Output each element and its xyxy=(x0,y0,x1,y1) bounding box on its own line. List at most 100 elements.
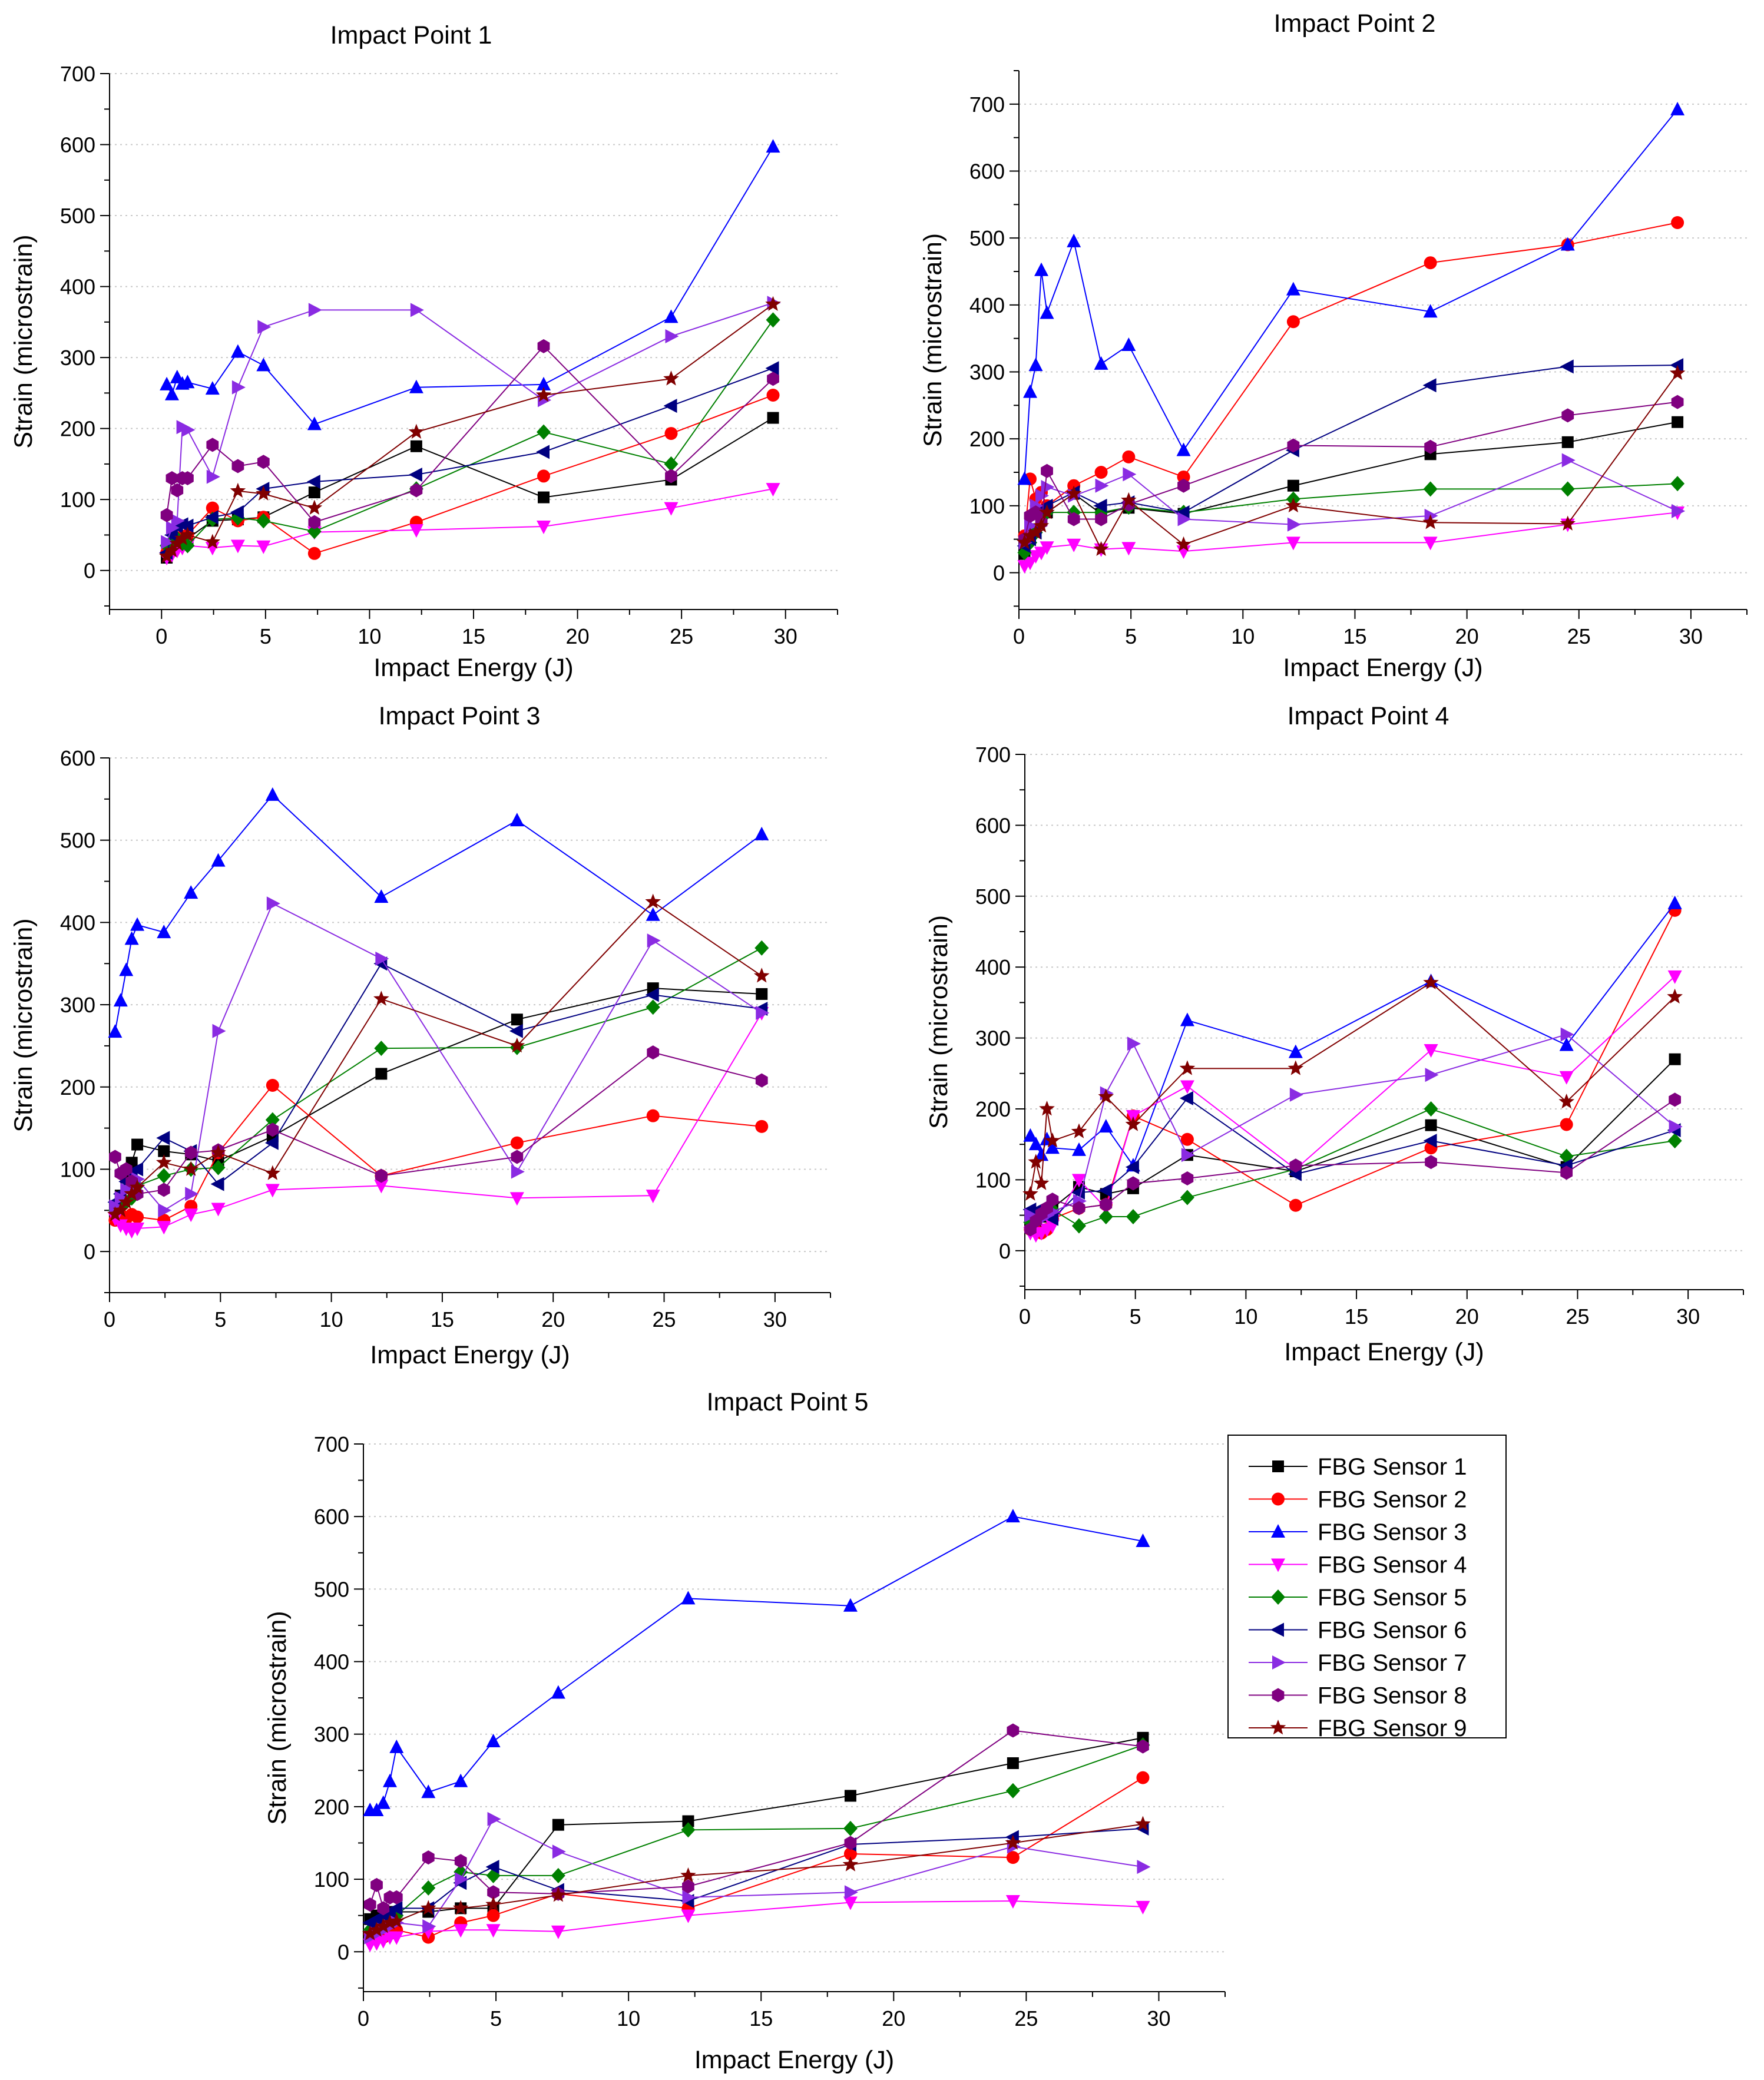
data-point xyxy=(1179,1060,1196,1075)
data-point xyxy=(1094,465,1108,479)
series-sensor-3 xyxy=(160,139,780,430)
data-point xyxy=(1024,518,1038,533)
y-tick-label: 0 xyxy=(84,559,95,583)
data-point xyxy=(389,1739,404,1753)
data-point xyxy=(1672,416,1684,428)
data-point xyxy=(1028,524,1044,539)
data-point xyxy=(1667,970,1682,984)
data-point xyxy=(375,951,389,966)
data-point xyxy=(422,1850,435,1865)
y-tick-label: 700 xyxy=(314,1432,349,1456)
data-point xyxy=(264,1165,281,1180)
x-tick-label: 0 xyxy=(104,1307,115,1332)
data-point xyxy=(1423,974,1439,990)
x-tick-label: 0 xyxy=(1013,624,1025,648)
data-point xyxy=(158,548,175,563)
data-point xyxy=(682,1879,694,1894)
data-point xyxy=(166,471,178,486)
data-point xyxy=(230,505,244,519)
data-point xyxy=(264,1135,279,1150)
legend-entry: FBG Sensor 9 xyxy=(1249,1715,1467,1741)
data-point xyxy=(1561,453,1576,468)
data-point xyxy=(1122,450,1136,463)
data-point xyxy=(1040,305,1054,319)
legend-label: FBG Sensor 6 xyxy=(1318,1618,1467,1644)
data-point xyxy=(1422,514,1438,529)
data-point xyxy=(1095,512,1107,526)
y-tick-label: 100 xyxy=(60,1157,95,1181)
x-tick-label: 25 xyxy=(1014,2006,1038,2031)
x-axis-title: Impact Energy (J) xyxy=(694,2046,894,2074)
data-point xyxy=(844,1790,856,1802)
data-point xyxy=(1559,1071,1574,1085)
data-point xyxy=(1095,478,1109,493)
data-point xyxy=(1287,438,1300,453)
x-axis-title: Impact Energy (J) xyxy=(373,654,573,682)
data-point xyxy=(206,438,219,452)
data-point xyxy=(1285,497,1302,513)
data-point xyxy=(1669,1092,1682,1107)
data-point xyxy=(1180,1080,1194,1094)
y-tick-label: 0 xyxy=(999,1239,1011,1263)
y-tick-label: 300 xyxy=(975,1026,1011,1051)
data-point xyxy=(265,1184,280,1198)
legend-entry: FBG Sensor 2 xyxy=(1249,1487,1467,1513)
data-point xyxy=(681,1909,696,1923)
legend-marker xyxy=(1272,1688,1285,1703)
data-point xyxy=(1423,1134,1437,1148)
data-point xyxy=(1065,485,1082,501)
data-point xyxy=(454,1924,468,1938)
data-point xyxy=(538,491,550,504)
data-point xyxy=(1022,527,1038,543)
data-point xyxy=(160,508,173,522)
data-point xyxy=(1176,505,1190,520)
series-sensor-4 xyxy=(363,1895,1150,1952)
x-tick-label: 5 xyxy=(1125,624,1137,648)
data-point xyxy=(130,1162,144,1177)
data-point xyxy=(164,386,179,400)
data-point xyxy=(1127,1176,1140,1191)
y-axis-title: Strain (microstrain) xyxy=(9,234,38,448)
data-point xyxy=(1071,1174,1086,1188)
y-tick-label: 600 xyxy=(975,813,1011,837)
data-point xyxy=(843,1598,858,1612)
data-point xyxy=(765,361,779,376)
x-tick-label: 20 xyxy=(566,624,590,648)
data-point xyxy=(765,296,781,312)
y-tick-label: 400 xyxy=(60,275,95,299)
data-point xyxy=(1176,536,1192,552)
data-point xyxy=(180,526,196,542)
data-point xyxy=(171,514,185,528)
y-tick-label: 300 xyxy=(314,1723,349,1747)
data-point xyxy=(1671,216,1684,230)
data-point xyxy=(204,510,219,525)
y-tick-label: 600 xyxy=(969,159,1005,183)
data-point xyxy=(754,940,769,956)
data-point xyxy=(537,376,551,390)
data-point xyxy=(755,1120,769,1133)
series-sensor-3 xyxy=(108,787,769,1038)
data-point xyxy=(1424,256,1437,270)
x-tick-label: 30 xyxy=(763,1307,787,1332)
data-point xyxy=(1560,1165,1573,1180)
data-point xyxy=(307,524,322,539)
data-point xyxy=(511,1150,524,1164)
data-point xyxy=(1670,358,1684,373)
data-point xyxy=(211,1160,226,1175)
chart-panel-1: 0 5 10 15 20 25 300100200300400500600700Impact… xyxy=(9,21,838,682)
y-tick-label: 400 xyxy=(975,955,1011,979)
data-point xyxy=(156,1131,170,1145)
data-point xyxy=(1136,1533,1150,1548)
series-sensor-3 xyxy=(1017,101,1685,485)
data-point xyxy=(645,988,659,1002)
data-point xyxy=(265,787,280,801)
y-tick-label: 700 xyxy=(975,743,1011,767)
data-point xyxy=(389,1901,403,1916)
data-point xyxy=(1024,1208,1038,1223)
data-point xyxy=(205,381,220,395)
x-tick-label: 10 xyxy=(1234,1304,1257,1329)
data-point xyxy=(1067,512,1080,526)
charts-layer: 0 5 10 15 20 25 300100200300400500600700Impact… xyxy=(9,9,1748,2074)
